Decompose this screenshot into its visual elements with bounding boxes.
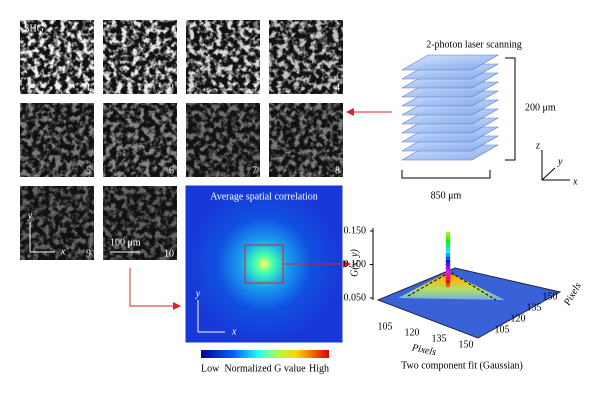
stack-title: 2-photon laser scanning: [426, 39, 522, 50]
z-tick-label: 0.050: [344, 292, 367, 303]
tile-texture: [103, 103, 177, 177]
peak-dot: [445, 275, 451, 281]
x-tick-label: 105: [378, 321, 393, 332]
peak-dot: [445, 255, 451, 261]
z-tick-label: 0.100: [344, 259, 367, 270]
y-tick-label: 105: [495, 324, 510, 335]
colorbar: [201, 350, 329, 358]
peak-dot: [445, 238, 451, 244]
tile-number: 5: [86, 165, 91, 176]
peak-dot: [445, 262, 451, 267]
tile-texture: [103, 20, 177, 94]
peak-dot: [445, 282, 451, 288]
tile-texture: [20, 20, 94, 94]
peak-dot: [445, 231, 451, 237]
gaussian-peak: [445, 231, 451, 288]
tile-axes: [29, 222, 55, 253]
tile-texture: [269, 20, 343, 94]
x-tick-label: 150: [459, 339, 474, 350]
arrow: [129, 268, 181, 310]
tile-texture: [186, 103, 260, 177]
z-tick-label: 0.150: [344, 225, 367, 236]
peak-dot: [445, 235, 451, 240]
tile-axis-y: y: [27, 210, 33, 221]
correlation-title: Average spatial correlation: [210, 191, 318, 202]
peak-dot: [445, 269, 451, 274]
tile-number: 4: [335, 82, 340, 93]
colorbar-label: Normalized G value: [224, 363, 306, 374]
colorbar-low: Low: [201, 363, 220, 374]
stack-layer: [400, 54, 500, 71]
tile-number: 10: [164, 248, 174, 259]
depth-bracket: [505, 57, 516, 161]
fit-outline: [407, 271, 497, 301]
axis-z: z: [535, 140, 540, 151]
peak-dot: [445, 272, 451, 278]
y-label: Pixels: [562, 281, 584, 309]
width-label: 850 μm: [431, 190, 462, 201]
tile-texture: [186, 20, 260, 94]
x-tick-label: 120: [405, 327, 420, 338]
peak-dot: [445, 279, 451, 284]
tile-texture: [20, 186, 94, 260]
x-tick-label: 135: [432, 333, 447, 344]
tile-label: SHG: [24, 23, 44, 34]
y-tick-label: 120: [511, 313, 526, 324]
tile-axis-x: x: [60, 246, 66, 257]
peak-dot: [445, 265, 451, 271]
map-axes: [197, 300, 225, 333]
peak-dot: [445, 248, 451, 254]
tile-number: 7: [252, 165, 257, 176]
peak-dot: [445, 245, 451, 251]
depth-label: 200 μm: [525, 102, 556, 113]
axes-3d: [541, 150, 570, 181]
peak-dot: [445, 241, 451, 247]
scale-label: 100 μm: [110, 237, 141, 248]
tile-number: 8: [335, 165, 340, 176]
tile-number: 2: [169, 82, 174, 93]
x-label: Pixels: [410, 342, 437, 358]
y-tick-label: 135: [527, 302, 542, 313]
width-bracket: [401, 170, 491, 179]
tile-number: 3: [252, 82, 257, 93]
gaussian-cone: [398, 272, 505, 300]
axis-x: x: [572, 176, 578, 187]
map-axis-x: x: [231, 326, 237, 337]
tile-texture: [269, 103, 343, 177]
image-stack: [400, 54, 500, 161]
tile-texture: [103, 186, 177, 260]
tile-number: 9: [86, 248, 91, 259]
fit-caption: Two component fit (Gaussian): [401, 360, 523, 371]
peak-dot: [445, 252, 451, 257]
tile-number: 6: [169, 165, 174, 176]
shg-tiles: 1 2 3 4 5 6 7 8 9 10 SHG y x 100 μm: [20, 20, 343, 260]
z-label: G(x, y): [349, 248, 360, 276]
y-tick-label: 150: [543, 291, 558, 302]
colorbar-high: High: [309, 363, 329, 374]
peak-dot: [445, 258, 451, 264]
axis-y: y: [557, 156, 563, 167]
map-axis-y: y: [195, 288, 201, 299]
tile-texture: [20, 103, 94, 177]
tile-number: 1: [86, 82, 91, 93]
